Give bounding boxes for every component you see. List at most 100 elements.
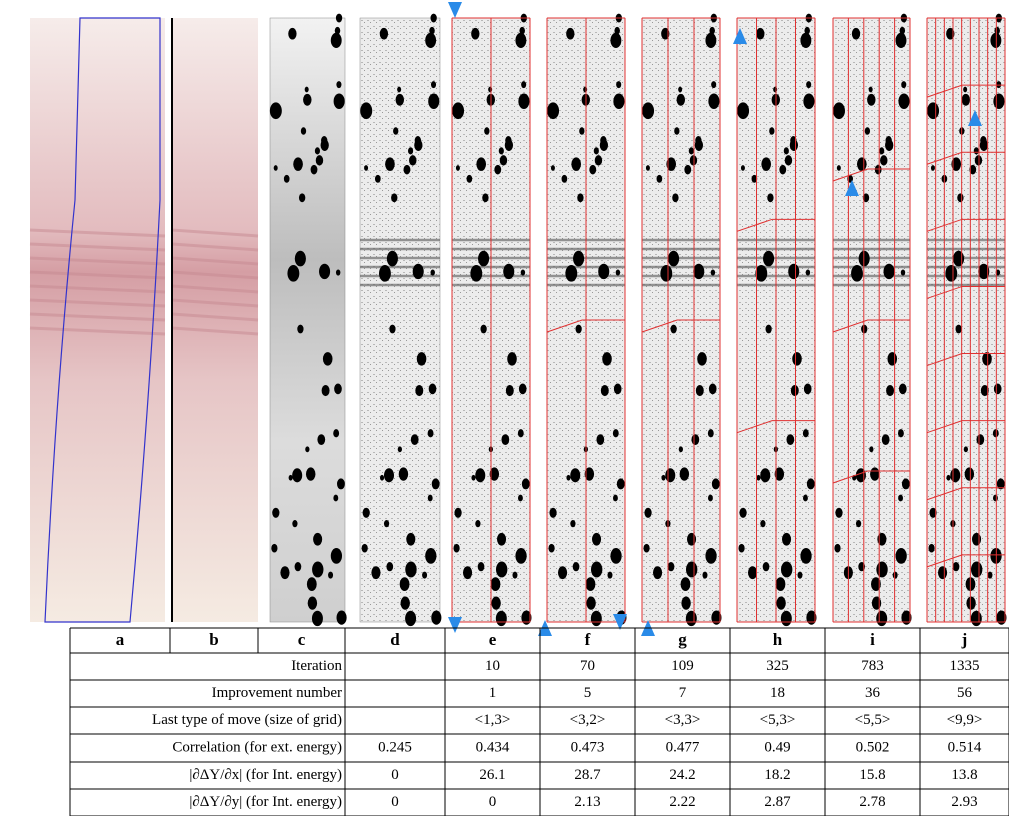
- blob: [592, 532, 602, 546]
- blob: [612, 429, 619, 438]
- cell: 13.8: [951, 767, 977, 783]
- blob: [946, 474, 951, 481]
- cell: 70: [580, 658, 595, 674]
- blob: [584, 467, 595, 481]
- blob: [271, 543, 278, 553]
- blob: [410, 434, 419, 446]
- blob: [950, 468, 961, 483]
- cell: 18: [770, 685, 785, 701]
- blob: [708, 494, 713, 502]
- blob: [333, 429, 340, 438]
- blob: [431, 610, 442, 625]
- blob: [298, 193, 306, 203]
- blob: [518, 494, 523, 502]
- blob: [386, 250, 398, 267]
- blob: [294, 561, 302, 572]
- blob: [993, 383, 1002, 395]
- row-label: Improvement number: [212, 685, 342, 701]
- blob: [333, 494, 339, 502]
- cell: 56: [957, 685, 973, 701]
- blob: [269, 102, 282, 120]
- blob: [737, 102, 750, 120]
- blob: [361, 543, 368, 553]
- blob: [784, 155, 793, 166]
- blob: [930, 165, 935, 171]
- band: [171, 242, 259, 252]
- blob: [738, 543, 745, 553]
- blob: [952, 561, 960, 572]
- blob: [790, 385, 799, 397]
- blob: [969, 164, 977, 175]
- blob: [475, 519, 481, 528]
- blob: [425, 32, 437, 49]
- blob: [946, 27, 955, 40]
- blob: [422, 571, 428, 579]
- blob: [330, 32, 342, 49]
- blob: [978, 263, 990, 280]
- blob: [656, 174, 663, 183]
- cell: 2.78: [859, 794, 885, 810]
- blob: [471, 474, 476, 481]
- cell: 18.2: [764, 767, 790, 783]
- blob: [600, 136, 607, 145]
- blob: [550, 165, 555, 171]
- blob: [756, 27, 765, 40]
- grid-line: [832, 168, 910, 182]
- blob: [895, 548, 907, 564]
- blob: [993, 494, 998, 502]
- blob: [600, 385, 609, 397]
- blob: [293, 157, 303, 171]
- band: [171, 270, 259, 280]
- blob: [577, 193, 584, 203]
- blob: [334, 383, 342, 395]
- blob: [430, 81, 437, 89]
- cell: 0.514: [948, 739, 982, 755]
- blob: [566, 27, 575, 40]
- blob: [406, 532, 416, 546]
- column-header: h: [773, 630, 783, 649]
- blob: [389, 324, 396, 334]
- blob: [708, 383, 717, 395]
- blob: [335, 269, 341, 276]
- cell: 325: [766, 658, 789, 674]
- cell: 1335: [950, 658, 980, 674]
- blob: [515, 32, 527, 49]
- blob: [566, 474, 571, 481]
- cell: 10: [485, 658, 500, 674]
- grid-line: [832, 319, 910, 333]
- blob: [684, 164, 692, 175]
- blob: [870, 467, 880, 481]
- blob: [272, 507, 280, 518]
- band: [29, 298, 166, 308]
- blob: [661, 474, 666, 481]
- band: [171, 284, 259, 294]
- processed-image: [269, 17, 346, 623]
- blob: [319, 263, 331, 280]
- blob: [615, 269, 621, 276]
- blob: [747, 566, 758, 580]
- blob: [970, 610, 982, 627]
- blob: [602, 352, 612, 366]
- blob: [613, 494, 618, 502]
- blob: [783, 147, 789, 155]
- blob: [400, 596, 410, 610]
- grid-line: [641, 319, 720, 333]
- grid-line: [926, 353, 1005, 367]
- arrow-marker: [448, 617, 462, 633]
- blob: [760, 519, 766, 528]
- blob: [427, 429, 434, 438]
- blob: [886, 385, 895, 397]
- blob: [957, 193, 964, 203]
- blob: [484, 127, 490, 135]
- blob: [494, 164, 502, 175]
- blob: [312, 561, 324, 578]
- blob: [505, 136, 512, 145]
- blob: [414, 136, 421, 145]
- blob: [521, 81, 527, 89]
- blob: [667, 561, 675, 572]
- arrow-marker: [613, 614, 627, 630]
- blob: [521, 478, 530, 490]
- cell: 15.8: [859, 767, 885, 783]
- blob: [670, 324, 677, 334]
